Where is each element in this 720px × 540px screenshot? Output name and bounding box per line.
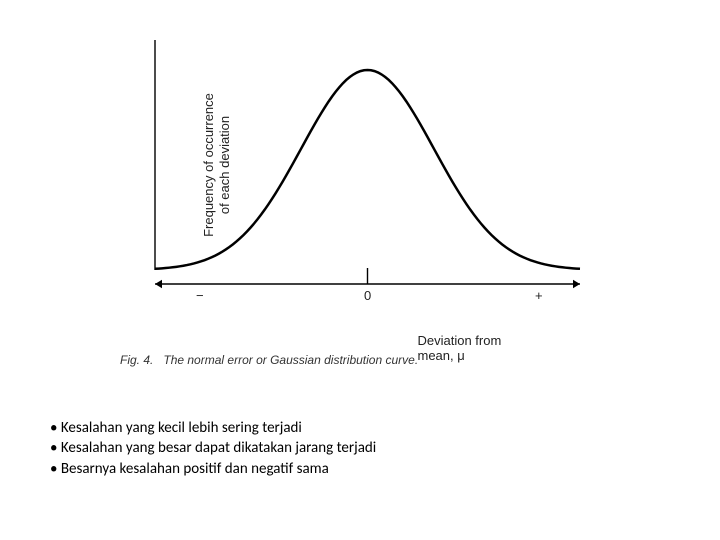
list-item: Kesalahan yang kecil lebih sering terjad… bbox=[50, 418, 376, 438]
caption-text: The normal error or Gaussian distributio… bbox=[163, 353, 418, 367]
tick-zero: 0 bbox=[364, 288, 371, 303]
gaussian-chart-svg bbox=[120, 20, 590, 340]
y-axis-label-line1: Frequency of occurrence bbox=[201, 93, 216, 237]
x-axis-label: Deviation from mean, μ bbox=[418, 333, 533, 363]
bullet-list: Kesalahan yang kecil lebih sering terjad… bbox=[50, 418, 376, 479]
y-axis-label-line2: of each deviation bbox=[217, 116, 232, 214]
figure-caption: Fig. 4. The normal error or Gaussian dis… bbox=[120, 353, 418, 367]
gaussian-figure: Frequency of occurrence of each deviatio… bbox=[120, 20, 590, 340]
list-item: Besarnya kesalahan positif dan negatif s… bbox=[50, 459, 376, 479]
tick-plus: + bbox=[535, 288, 543, 303]
y-axis-label: Frequency of occurrence of each deviatio… bbox=[201, 93, 234, 237]
page: Frequency of occurrence of each deviatio… bbox=[0, 0, 720, 540]
caption-prefix: Fig. 4. bbox=[120, 353, 153, 367]
tick-minus: − bbox=[196, 288, 204, 303]
list-item: Kesalahan yang besar dapat dikatakan jar… bbox=[50, 438, 376, 458]
